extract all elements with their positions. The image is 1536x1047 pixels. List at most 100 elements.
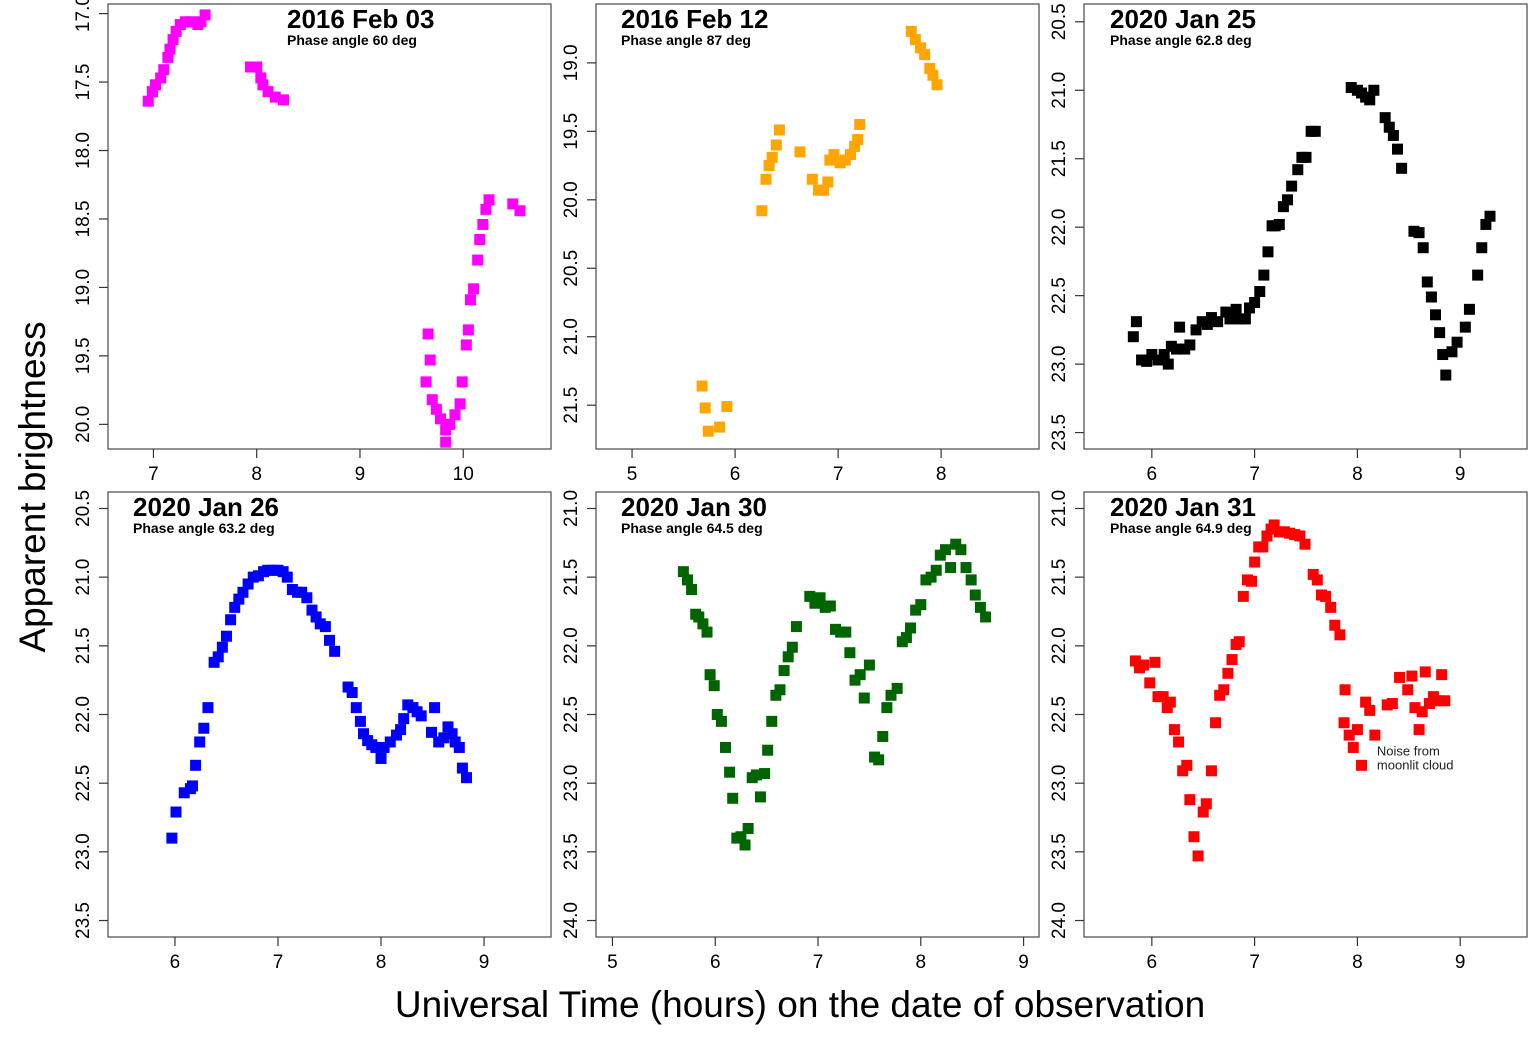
data-points: [142, 9, 526, 448]
data-point: [1368, 84, 1380, 96]
data-point: [472, 254, 484, 266]
data-point: [760, 173, 772, 185]
data-point: [1300, 151, 1312, 163]
data-point: [720, 741, 732, 753]
data-point: [778, 665, 790, 677]
data-point: [891, 682, 903, 694]
data-point: [483, 194, 495, 206]
data-point: [1249, 296, 1261, 308]
data-point: [822, 176, 834, 188]
data-point: [1425, 291, 1437, 303]
data-point: [1171, 343, 1183, 355]
data-point: [1419, 666, 1431, 678]
data-point: [1364, 704, 1376, 716]
panel-subtitle: Phase angle 60 deg: [287, 32, 417, 48]
data-point: [1268, 519, 1280, 531]
data-point: [269, 91, 281, 103]
y-tick-label: 18.0: [73, 132, 94, 169]
panel-title: 2016 Feb 03: [287, 4, 434, 34]
data-point: [818, 184, 830, 196]
y-tick-label: 23.0: [73, 833, 94, 870]
data-point: [773, 124, 785, 136]
data-point: [754, 791, 766, 803]
data-point: [186, 780, 198, 792]
data-point: [357, 728, 369, 740]
data-point: [1360, 696, 1372, 708]
data-point: [1347, 741, 1359, 753]
data-point: [415, 710, 427, 722]
data-point: [686, 584, 698, 596]
data-point: [877, 730, 889, 742]
data-point: [1421, 276, 1433, 288]
y-tick-label: 24.0: [561, 902, 582, 939]
panel-subtitle: Phase angle 64.9 deg: [1110, 520, 1252, 536]
data-point: [1127, 331, 1139, 343]
data-point: [225, 614, 237, 626]
x-tick-label: 6: [170, 952, 181, 973]
panel-5: 5 6 7 8 9 21.0 21.5 22.0 22.5 23.0 23.5 24.0 2020 Ja…: [561, 490, 1040, 973]
data-point: [310, 611, 322, 623]
y-tick-label: 19.5: [561, 113, 582, 150]
data-point: [1144, 677, 1156, 689]
data-point: [1188, 831, 1200, 843]
data-point: [1391, 143, 1403, 155]
y-tick-label: 19.0: [561, 44, 582, 81]
y-tick-label: 22.0: [1049, 627, 1070, 664]
data-point: [1220, 306, 1232, 318]
data-point: [1210, 717, 1222, 729]
data-point: [762, 744, 774, 756]
y-tick-label: 17.5: [73, 64, 94, 101]
y-tick-label: 22.5: [1049, 696, 1070, 733]
panel-title: 2020 Jan 30: [621, 492, 767, 522]
data-point: [1423, 698, 1435, 710]
data-point: [915, 42, 927, 54]
data-point: [727, 792, 739, 804]
data-point: [1329, 619, 1341, 631]
data-point: [425, 726, 437, 738]
data-point: [840, 626, 852, 638]
data-point: [759, 768, 771, 780]
x-tick-label: 8: [1352, 952, 1363, 973]
y-tick-label: 24.0: [1049, 902, 1070, 939]
data-point: [1476, 242, 1488, 254]
panel-3: 6 7 8 9 20.5 21.0 21.5 22.0 22.5 23.0 23.5 2020 Jan…: [1049, 3, 1528, 485]
y-tick-label: 21.5: [1049, 559, 1070, 596]
x-tick-label: 9: [479, 952, 490, 973]
data-point: [1416, 706, 1428, 718]
data-point: [1233, 636, 1245, 648]
data-point: [969, 589, 981, 601]
data-points: [1127, 82, 1496, 381]
data-point: [1339, 684, 1351, 696]
y-tick-label: 20.5: [1049, 3, 1070, 40]
plot-frame: [107, 3, 552, 450]
data-point: [1192, 850, 1204, 862]
panel-1: 7 8 9 10 17.0 17.5 18.0 18.5 19.0 19.5 20.0 2016 Fe…: [73, 0, 552, 485]
data-points: [677, 538, 992, 851]
y-tick-label: 21.5: [561, 387, 582, 424]
data-point: [1237, 590, 1249, 602]
data-point: [1434, 327, 1446, 339]
data-point: [1320, 590, 1332, 602]
panel-title: 2020 Jan 26: [133, 492, 279, 522]
data-point: [1233, 313, 1245, 325]
data-point: [766, 151, 778, 163]
y-tick-label: 21.0: [1049, 72, 1070, 109]
data-point: [1338, 717, 1350, 729]
data-point: [438, 732, 450, 744]
data-point: [786, 641, 798, 653]
panel-6: 6 7 8 9 21.0 21.5 22.0 22.5 23.0 23.5 24.0 2020 Jan…: [1049, 490, 1528, 973]
y-tick-label: 22.0: [1049, 209, 1070, 246]
data-point: [697, 618, 709, 630]
data-point: [782, 651, 794, 663]
y-tick-label: 21.5: [73, 627, 94, 664]
data-point: [324, 634, 335, 646]
data-point: [378, 741, 390, 753]
data-point: [1141, 355, 1153, 367]
data-point: [1226, 654, 1238, 666]
y-tick-label: 23.5: [561, 833, 582, 870]
data-point: [199, 9, 211, 21]
data-point: [468, 283, 480, 295]
data-point: [724, 766, 736, 778]
data-point: [924, 62, 936, 74]
y-tick-label: 22.0: [561, 627, 582, 664]
